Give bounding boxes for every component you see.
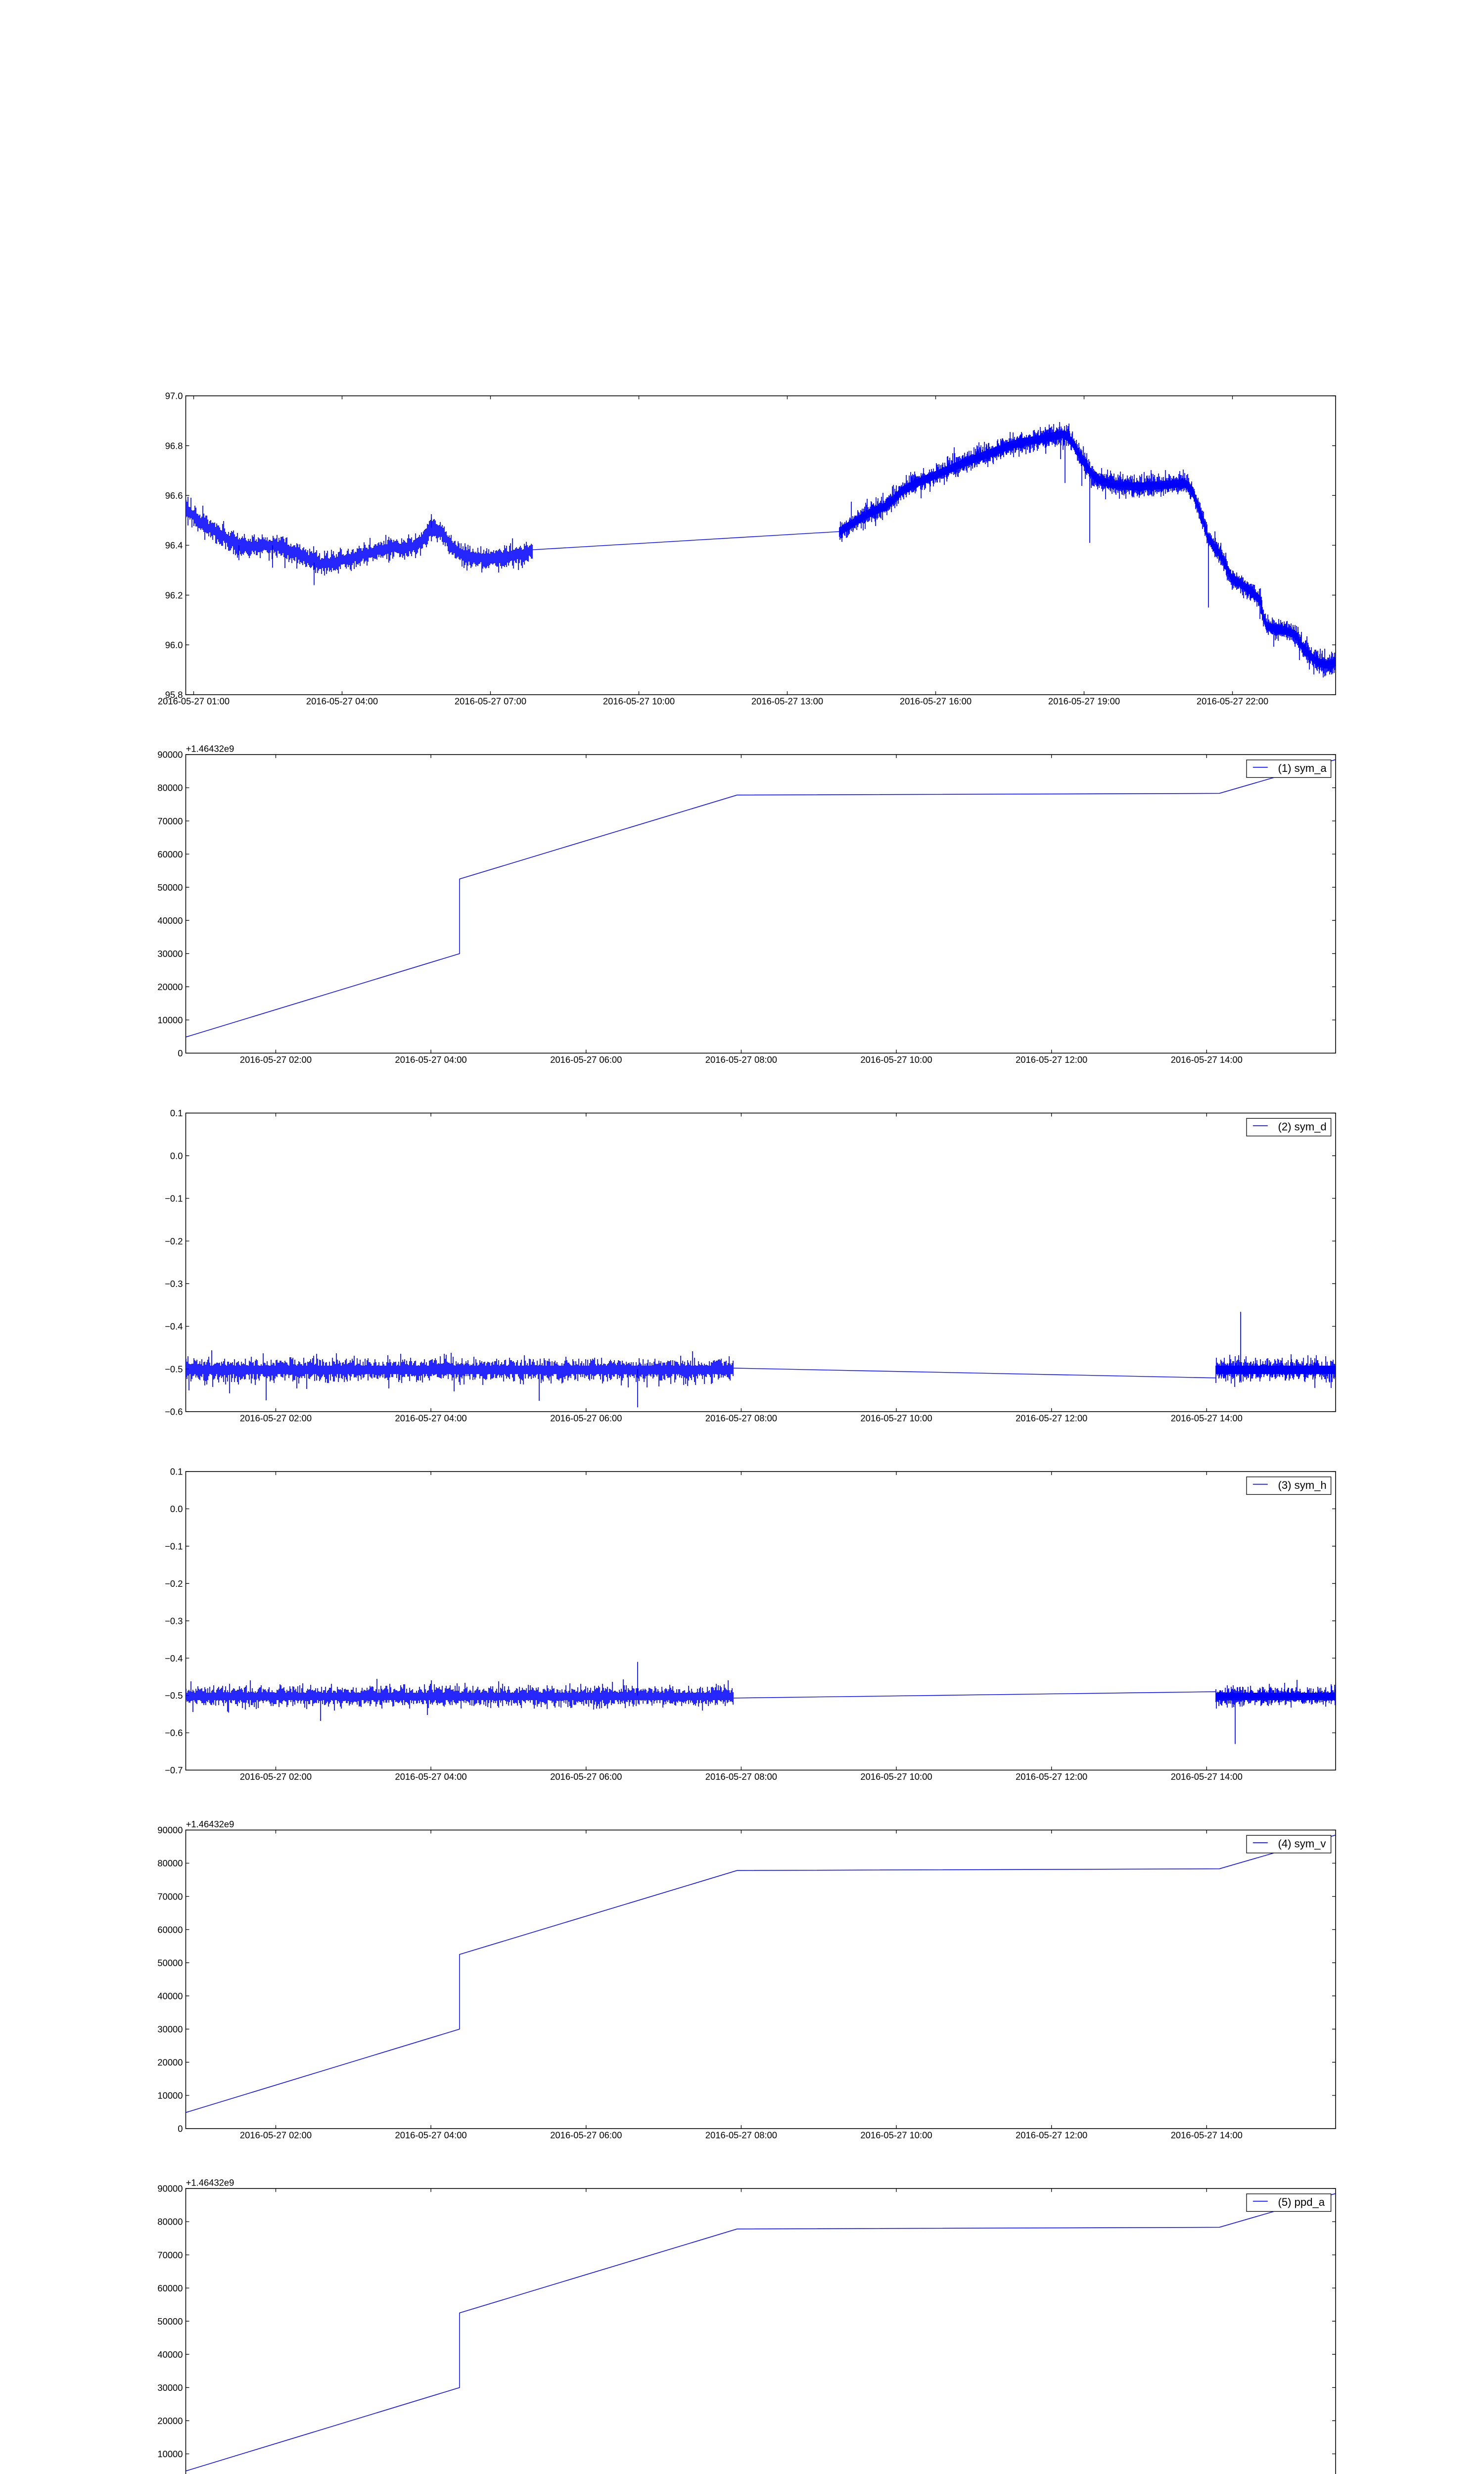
svg-text:90000: 90000 <box>157 2184 183 2194</box>
svg-text:50000: 50000 <box>157 1957 183 1968</box>
svg-text:(2) sym_d: (2) sym_d <box>1278 1121 1327 1133</box>
svg-text:50000: 50000 <box>157 2316 183 2327</box>
svg-text:−0.1: −0.1 <box>165 1193 183 1204</box>
svg-text:2016-05-27 14:00: 2016-05-27 14:00 <box>1171 2130 1243 2140</box>
svg-text:2016-05-27 04:00: 2016-05-27 04:00 <box>395 1054 466 1065</box>
svg-text:90000: 90000 <box>157 750 183 760</box>
svg-text:97.0: 97.0 <box>165 391 183 401</box>
svg-text:60000: 60000 <box>157 2283 183 2293</box>
svg-text:30000: 30000 <box>157 2024 183 2035</box>
svg-text:70000: 70000 <box>157 2250 183 2260</box>
svg-text:2016-05-27 06:00: 2016-05-27 06:00 <box>550 2130 622 2140</box>
svg-text:90000: 90000 <box>157 1825 183 1835</box>
svg-text:2016-05-27 01:00: 2016-05-27 01:00 <box>158 696 230 706</box>
svg-text:0: 0 <box>178 1048 183 1058</box>
svg-text:2016-05-27 04:00: 2016-05-27 04:00 <box>395 1413 466 1423</box>
svg-text:2016-05-27 14:00: 2016-05-27 14:00 <box>1171 1054 1243 1065</box>
svg-text:(1) sym_a: (1) sym_a <box>1278 762 1327 774</box>
svg-text:20000: 20000 <box>157 2416 183 2426</box>
svg-text:(4) sym_v: (4) sym_v <box>1278 1838 1326 1850</box>
svg-text:−0.4: −0.4 <box>165 1321 183 1332</box>
svg-text:2016-05-27 02:00: 2016-05-27 02:00 <box>240 1054 312 1065</box>
svg-text:80000: 80000 <box>157 2217 183 2227</box>
svg-text:96.8: 96.8 <box>165 440 183 451</box>
svg-text:2016-05-27 10:00: 2016-05-27 10:00 <box>860 2130 932 2140</box>
svg-text:30000: 30000 <box>157 949 183 959</box>
svg-text:+1.46432e9: +1.46432e9 <box>186 744 234 754</box>
svg-text:(3) sym_h: (3) sym_h <box>1278 1479 1327 1491</box>
svg-text:2016-05-27 16:00: 2016-05-27 16:00 <box>900 696 972 706</box>
svg-text:2016-05-27 08:00: 2016-05-27 08:00 <box>705 1771 777 1782</box>
svg-text:40000: 40000 <box>157 915 183 926</box>
svg-text:2016-05-27 10:00: 2016-05-27 10:00 <box>860 1413 932 1423</box>
svg-text:2016-05-27 02:00: 2016-05-27 02:00 <box>240 1771 312 1782</box>
svg-text:95.8: 95.8 <box>165 690 183 700</box>
svg-text:2016-05-27 06:00: 2016-05-27 06:00 <box>550 1054 622 1065</box>
svg-text:40000: 40000 <box>157 2349 183 2360</box>
svg-text:−0.2: −0.2 <box>165 1236 183 1246</box>
svg-text:2016-05-27 12:00: 2016-05-27 12:00 <box>1016 1771 1087 1782</box>
svg-text:10000: 10000 <box>157 1015 183 1025</box>
svg-text:20000: 20000 <box>157 2057 183 2068</box>
svg-text:10000: 10000 <box>157 2449 183 2459</box>
svg-text:+1.46432e9: +1.46432e9 <box>186 2178 234 2188</box>
svg-text:−0.7: −0.7 <box>165 1765 183 1775</box>
svg-text:2016-05-27 07:00: 2016-05-27 07:00 <box>455 696 526 706</box>
svg-text:30000: 30000 <box>157 2382 183 2393</box>
svg-text:10000: 10000 <box>157 2091 183 2101</box>
svg-text:40000: 40000 <box>157 1991 183 2001</box>
svg-text:96.4: 96.4 <box>165 540 183 551</box>
svg-text:70000: 70000 <box>157 1891 183 1902</box>
svg-text:2016-05-27 14:00: 2016-05-27 14:00 <box>1171 1771 1243 1782</box>
svg-text:0.1: 0.1 <box>170 1467 183 1477</box>
svg-text:2016-05-27 19:00: 2016-05-27 19:00 <box>1048 696 1120 706</box>
svg-text:0.1: 0.1 <box>170 1108 183 1118</box>
svg-text:2016-05-27 10:00: 2016-05-27 10:00 <box>860 1771 932 1782</box>
svg-text:+1.46432e9: +1.46432e9 <box>186 1819 234 1829</box>
svg-text:2016-05-27 22:00: 2016-05-27 22:00 <box>1197 696 1268 706</box>
svg-text:2016-05-27 06:00: 2016-05-27 06:00 <box>550 1771 622 1782</box>
svg-text:−0.1: −0.1 <box>165 1541 183 1552</box>
svg-text:2016-05-27 04:00: 2016-05-27 04:00 <box>395 1771 466 1782</box>
svg-text:50000: 50000 <box>157 882 183 893</box>
svg-text:−0.3: −0.3 <box>165 1279 183 1289</box>
svg-text:−0.2: −0.2 <box>165 1578 183 1589</box>
svg-text:0.0: 0.0 <box>170 1504 183 1514</box>
svg-text:(5) ppd_a: (5) ppd_a <box>1278 2196 1325 2208</box>
svg-text:−0.5: −0.5 <box>165 1690 183 1701</box>
svg-text:2016-05-27 13:00: 2016-05-27 13:00 <box>751 696 823 706</box>
svg-text:0.0: 0.0 <box>170 1150 183 1161</box>
svg-text:2016-05-27 12:00: 2016-05-27 12:00 <box>1016 1054 1087 1065</box>
svg-text:−0.6: −0.6 <box>165 1407 183 1417</box>
svg-text:2016-05-27 08:00: 2016-05-27 08:00 <box>705 2130 777 2140</box>
svg-text:60000: 60000 <box>157 1924 183 1935</box>
svg-text:96.2: 96.2 <box>165 590 183 600</box>
svg-text:2016-05-27 06:00: 2016-05-27 06:00 <box>550 1413 622 1423</box>
svg-text:2016-05-27 10:00: 2016-05-27 10:00 <box>603 696 675 706</box>
svg-text:80000: 80000 <box>157 1858 183 1868</box>
svg-text:2016-05-27 04:00: 2016-05-27 04:00 <box>395 2130 466 2140</box>
svg-text:70000: 70000 <box>157 816 183 826</box>
svg-text:2016-05-27 10:00: 2016-05-27 10:00 <box>860 1054 932 1065</box>
svg-text:2016-05-27 12:00: 2016-05-27 12:00 <box>1016 2130 1087 2140</box>
svg-text:−0.3: −0.3 <box>165 1616 183 1626</box>
svg-text:96.0: 96.0 <box>165 640 183 650</box>
svg-text:2016-05-27 14:00: 2016-05-27 14:00 <box>1171 1413 1243 1423</box>
svg-text:60000: 60000 <box>157 849 183 859</box>
svg-text:20000: 20000 <box>157 982 183 992</box>
svg-text:−0.5: −0.5 <box>165 1364 183 1374</box>
svg-text:2016-05-27 02:00: 2016-05-27 02:00 <box>240 1413 312 1423</box>
svg-text:0: 0 <box>178 2124 183 2134</box>
svg-text:96.6: 96.6 <box>165 490 183 501</box>
svg-text:2016-05-27 08:00: 2016-05-27 08:00 <box>705 1054 777 1065</box>
svg-text:−0.6: −0.6 <box>165 1728 183 1738</box>
svg-text:−0.4: −0.4 <box>165 1653 183 1664</box>
svg-text:80000: 80000 <box>157 783 183 793</box>
svg-text:2016-05-27 04:00: 2016-05-27 04:00 <box>306 696 378 706</box>
svg-text:2016-05-27 08:00: 2016-05-27 08:00 <box>705 1413 777 1423</box>
svg-text:2016-05-27 12:00: 2016-05-27 12:00 <box>1016 1413 1087 1423</box>
svg-text:2016-05-27 02:00: 2016-05-27 02:00 <box>240 2130 312 2140</box>
